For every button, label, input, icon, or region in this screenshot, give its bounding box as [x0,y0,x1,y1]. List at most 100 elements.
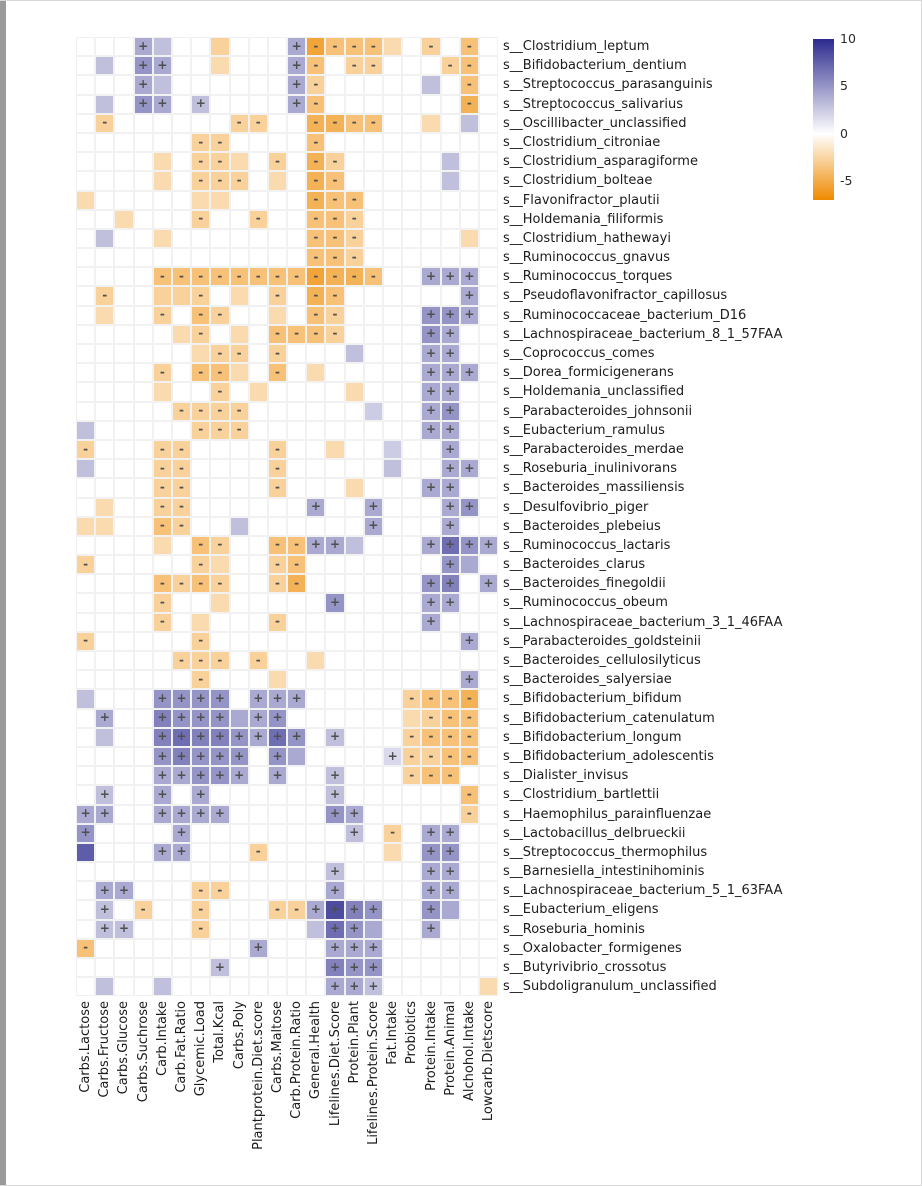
significance-mark: + [291,96,302,111]
heatmap-cell [248,459,268,479]
heatmap-cell [478,785,499,805]
heatmap-cell [114,152,134,172]
significance-mark: + [195,96,206,111]
significance-mark: - [217,153,223,168]
significance-mark: - [313,38,319,53]
significance-mark: + [99,710,110,725]
heatmap-cell: - [287,267,307,287]
heatmap-cell [248,900,268,920]
heatmap-cell [76,228,96,249]
heatmap-cell [287,977,307,997]
heatmap-cell [344,324,364,344]
heatmap-cell [287,862,307,882]
heatmap-cell [421,56,441,76]
heatmap-cell [383,401,403,421]
heatmap-cell: - [306,75,326,95]
heatmap-cell: - [171,401,192,421]
heatmap-cell: + [440,267,460,287]
row-label: s__Streptococcus_parasanguinis [503,77,713,93]
heatmap-cell: - [152,516,172,536]
heatmap-cell [459,842,479,863]
significance-mark: + [368,978,379,993]
heatmap-cell [152,382,172,402]
heatmap-cell [478,228,499,249]
heatmap-cell [421,152,441,172]
heatmap-cell: - [191,919,211,939]
significance-mark: + [176,806,187,821]
heatmap-cell [306,804,326,824]
heatmap-cell: + [210,958,230,978]
heatmap-cell [133,842,153,863]
significance-mark: + [291,690,302,705]
heatmap-cell [383,190,403,210]
column-label: Fat.Intake [385,1001,401,1065]
heatmap-cell: + [133,94,153,114]
heatmap-cell [402,209,422,229]
heatmap-cell [171,305,192,325]
heatmap-cell [95,37,115,57]
column-label: Total.Kcal [212,1001,228,1063]
row-label: s__Parabacteroides_goldsteinii [503,633,701,649]
column-label: General.Health [308,1001,324,1100]
heatmap-cell [133,727,153,747]
heatmap-cell [248,804,268,824]
significance-mark: - [255,268,261,283]
heatmap-cell [383,535,403,556]
heatmap-cell [402,516,422,536]
heatmap-cell: + [95,900,115,920]
heatmap-cell [95,171,115,191]
heatmap-cell [383,881,403,901]
significance-mark: + [368,959,379,974]
significance-mark: - [428,767,434,782]
heatmap-cell [229,535,249,556]
significance-mark: - [294,575,300,590]
heatmap-cell [210,248,230,268]
heatmap-cell: - [459,689,479,709]
heatmap-cell [478,862,499,882]
heatmap-cell [459,823,479,843]
heatmap-cell [248,190,268,210]
heatmap-cell [363,670,383,690]
heatmap-cell: - [459,56,479,76]
column-label: Glycemic.Load [193,1001,209,1097]
heatmap-cell [171,881,192,901]
heatmap-cell [95,958,115,978]
heatmap-cell [171,900,192,920]
significance-mark: - [102,115,108,130]
heatmap-cell: - [229,420,249,440]
heatmap-cell: + [325,727,345,747]
heatmap-cell [459,919,479,939]
significance-mark: - [447,57,453,72]
heatmap-cell: - [325,37,345,57]
significance-mark: - [332,38,338,53]
heatmap-cell: - [440,708,460,728]
significance-mark: + [291,57,302,72]
significance-mark: - [274,537,280,552]
heatmap-cell [287,363,307,383]
heatmap-cell [210,842,230,863]
heatmap-cell [210,37,230,57]
heatmap-cell [133,113,153,133]
significance-mark: + [234,767,245,782]
heatmap-cell [133,766,153,786]
heatmap-cell [459,248,479,268]
significance-mark: - [179,575,185,590]
heatmap-cell: + [152,842,172,863]
heatmap-cell [440,171,460,191]
heatmap-cell: + [267,689,288,709]
heatmap-cell: + [267,708,288,728]
heatmap-cell [402,574,422,594]
heatmap-cell [95,344,115,364]
heatmap-cell [287,958,307,978]
significance-mark: - [274,153,280,168]
heatmap-cell [363,439,383,460]
heatmap-cell [344,842,364,863]
heatmap-cell [133,248,153,268]
heatmap-cell [363,171,383,191]
heatmap-cell: - [306,56,326,76]
heatmap-cell [306,363,326,383]
heatmap-cell [171,535,192,556]
heatmap-cell [171,670,192,690]
heatmap-cell [210,497,230,517]
significance-mark: + [349,940,360,955]
